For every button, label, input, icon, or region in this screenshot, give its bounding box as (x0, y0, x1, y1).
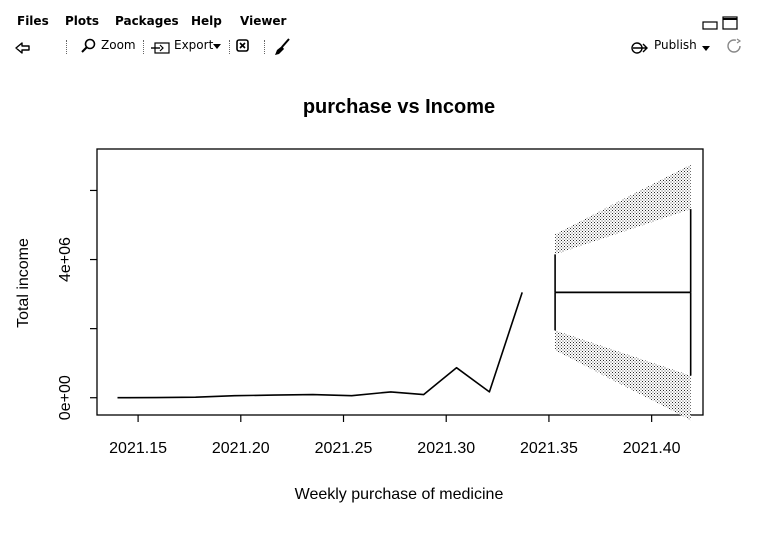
x-tick-label: 2021.40 (623, 440, 681, 457)
x-axis-label: Weekly purchase of medicine (295, 486, 504, 503)
remove-plot-icon[interactable] (236, 39, 250, 53)
export-button[interactable]: Export (174, 38, 214, 52)
upper-95-interval-band (555, 164, 691, 255)
y-tick-label: 4e+06 (57, 237, 74, 282)
forecast-lines (554, 209, 692, 376)
x-axis: 2021.15 2021.20 2021.25 2021.30 2021.35 2021.… (109, 414, 681, 457)
chart-title: purchase vs Income (303, 96, 495, 118)
plot-chart: purchase vs Income Weekly purchase of me… (15, 96, 704, 503)
y-axis-label: Total income (15, 238, 32, 328)
x-tick-label: 2021.35 (520, 440, 578, 457)
pane-menubar: Files Plots Packages Help Viewer (0, 0, 766, 34)
y-axis: 0e+00 4e+06 (57, 189, 98, 420)
series-group (117, 292, 523, 399)
refresh-icon[interactable] (725, 37, 743, 55)
series-line (117, 292, 523, 399)
x-tick-label: 2021.20 (212, 440, 270, 457)
tab-viewer[interactable]: Viewer (240, 14, 287, 28)
y-tick-label: 0e+00 (57, 375, 74, 420)
tab-files[interactable]: Files (17, 14, 49, 28)
export-image-icon[interactable] (151, 40, 171, 55)
tab-packages[interactable]: Packages (115, 14, 179, 28)
tab-plots[interactable]: Plots (65, 14, 100, 28)
publish-button[interactable]: Publish (654, 38, 697, 52)
window-controls (702, 16, 738, 30)
chevron-down-icon[interactable] (213, 44, 221, 50)
toolbar-separator (264, 40, 265, 54)
x-tick-label: 2021.25 (315, 440, 373, 457)
forecast-bands (555, 164, 691, 421)
toolbar-separator (66, 40, 67, 54)
publish-icon[interactable] (631, 40, 653, 55)
maximize-icon[interactable] (722, 16, 738, 30)
toolbar-separator (229, 40, 230, 54)
lower-95-interval-band (555, 330, 691, 421)
tab-help[interactable]: Help (191, 14, 222, 28)
zoom-button[interactable]: Zoom (101, 38, 136, 52)
minimize-icon[interactable] (702, 21, 718, 30)
x-tick-label: 2021.30 (417, 440, 475, 457)
x-tick-label: 2021.15 (109, 440, 167, 457)
broom-clear-icon[interactable] (274, 37, 292, 57)
back-arrow-icon[interactable] (14, 40, 32, 56)
zoom-magnifier-icon[interactable] (80, 38, 96, 54)
chevron-down-icon[interactable] (702, 46, 710, 52)
toolbar-separator (143, 40, 144, 54)
